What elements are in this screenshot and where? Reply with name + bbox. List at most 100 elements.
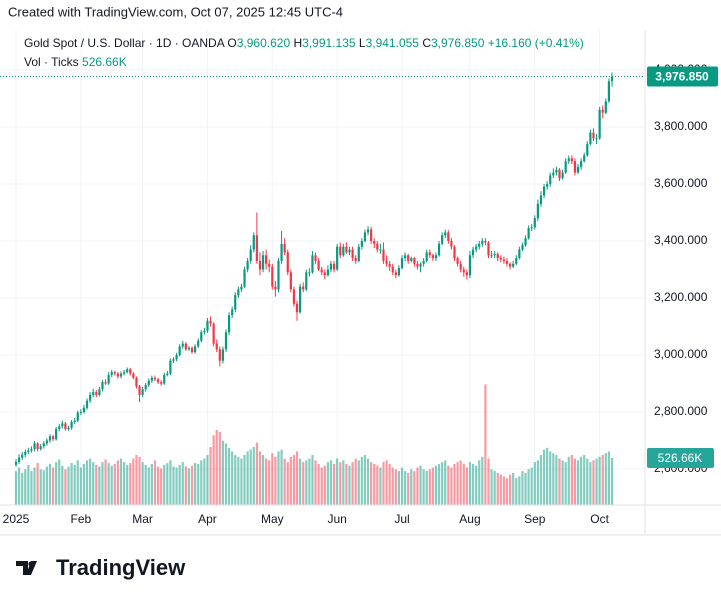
x-tick-label: Feb [71, 512, 92, 526]
volume-bar [524, 472, 527, 505]
candle-body [419, 263, 422, 267]
candle-body [138, 386, 141, 395]
candle-body [431, 255, 434, 259]
candle-body [271, 266, 274, 287]
candle-body [558, 169, 561, 179]
volume-bar [403, 471, 407, 505]
candle-body [391, 266, 394, 273]
volume-bar [126, 464, 129, 505]
volume-bar [39, 469, 42, 505]
candle-body [261, 255, 265, 270]
candle-body [607, 81, 611, 102]
volume-bar [533, 462, 536, 505]
volume-bar [163, 464, 166, 505]
volume-bar [160, 468, 163, 505]
candle-body [48, 436, 52, 441]
logo: TradingView [16, 555, 186, 580]
volume-bar [363, 455, 367, 505]
volume-bar [24, 469, 27, 505]
y-tick-label: 3,600.000 [654, 176, 708, 190]
symbol: Gold Spot / U.S. Dollar · 1D · OANDA [24, 36, 225, 50]
volume-bar [323, 465, 326, 505]
volume-bar [530, 467, 533, 505]
volume-bar [521, 471, 524, 505]
volume-bar [437, 463, 441, 505]
candle-body [163, 374, 166, 384]
change: +16.160 (+0.41%) [487, 36, 584, 50]
candle-body [113, 372, 116, 374]
candle-body [441, 235, 444, 244]
candle-body [51, 436, 55, 440]
volume-bar [42, 470, 45, 505]
candle-body [428, 252, 431, 256]
l-label: L [358, 36, 366, 50]
candle-body [129, 369, 132, 374]
volume-bar [546, 447, 549, 505]
x-tick-label: Aug [459, 512, 480, 526]
candle-body [604, 101, 607, 113]
volume-bar [240, 458, 243, 505]
candle-body [224, 332, 228, 350]
candle-body [33, 443, 36, 450]
volume-bar [58, 459, 61, 505]
candle-body [471, 249, 475, 256]
volume-bar [215, 430, 218, 505]
y-tick-label: 3,000.000 [654, 347, 708, 361]
volume-bar [92, 462, 95, 505]
c-value: 3,976.850 [430, 36, 485, 50]
o-value: 3,960.620 [236, 36, 291, 50]
candle-body [336, 246, 339, 270]
volume-bar [14, 471, 18, 505]
candle-body [422, 260, 425, 264]
volume-bar [549, 451, 552, 505]
candle-body [184, 343, 187, 350]
candle-body [388, 263, 391, 267]
volume-bar [64, 469, 67, 505]
volume-bar [153, 460, 157, 505]
candle-body [416, 263, 419, 267]
volume-bar [178, 464, 181, 505]
logo-dot [28, 561, 34, 567]
volume-bar [234, 455, 237, 505]
candle-body [515, 258, 518, 264]
volume-bar [85, 460, 89, 505]
candle-body [70, 422, 73, 428]
volume-bar [329, 460, 333, 505]
y-tick-label: 3,400.000 [654, 233, 708, 247]
candle-body [382, 249, 385, 261]
volume-bar [478, 460, 481, 505]
volume-tag-label: 526.66K [658, 451, 703, 465]
volume-bar [150, 463, 153, 505]
volume-bar [400, 467, 404, 505]
x-tick-label: Mar [132, 512, 153, 526]
volume-bar [147, 467, 150, 505]
candle-body [518, 249, 521, 259]
candle-body [21, 454, 24, 458]
h-label: H [293, 36, 303, 50]
volume-bar [397, 471, 401, 505]
volume-bar [366, 458, 370, 505]
candle-body [320, 269, 323, 273]
volume-bar [385, 460, 388, 505]
candle-body [45, 440, 48, 444]
volume-bar [376, 465, 379, 505]
candle-body [539, 195, 543, 204]
x-tick-label: Oct [590, 512, 609, 526]
candle-body [366, 229, 370, 233]
candle-body [385, 260, 388, 264]
candle-body [258, 260, 262, 270]
volume-bar [252, 446, 255, 505]
volume-bar [490, 469, 493, 505]
volume-bar [30, 471, 33, 505]
volume-bar [169, 460, 172, 505]
candle-body [252, 235, 255, 250]
candle-body [493, 253, 496, 256]
candle-body [342, 246, 345, 256]
volume-bar [434, 465, 438, 505]
candle-body [410, 258, 413, 261]
volume-bar [580, 456, 583, 505]
volume-bar [388, 463, 391, 505]
candle-body [122, 372, 126, 374]
volume-bar [295, 451, 299, 505]
volume-bar [119, 458, 123, 505]
